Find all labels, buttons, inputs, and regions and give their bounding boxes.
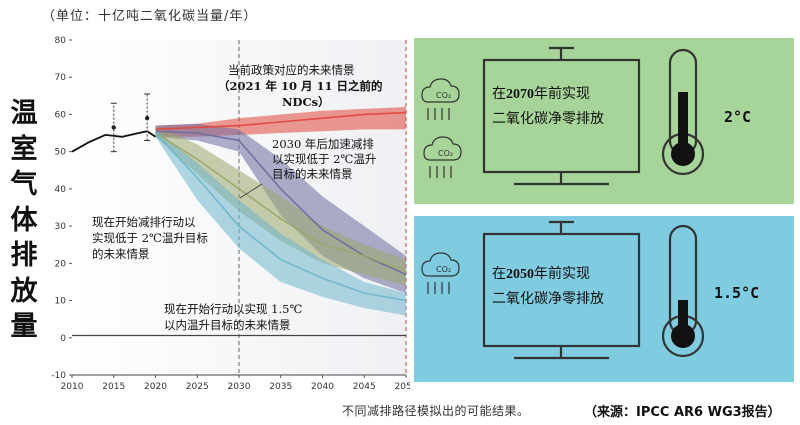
y-tick-label: 70: [55, 73, 67, 83]
annotation-current-policy: （2021 年 10 月 11 日之前的: [218, 79, 383, 93]
annotation-immediate-2c: 现在开始减排行动以: [92, 215, 196, 229]
panel-2c: CO₂ CO₂ 在2070年前实现 二氧化碳净零排放 2°C: [414, 38, 794, 204]
thermometer-icon: [661, 48, 705, 176]
line-immediate_2c: [155, 132, 407, 272]
panel-1-5c-message: 在2050年前实现 二氧化碳净零排放: [492, 266, 604, 307]
y-title-char: 温: [10, 98, 38, 129]
annotation-immediate-1-5c: 现在开始行动以实现 1.5℃: [164, 302, 302, 316]
computer-monitor-icon: [482, 220, 641, 360]
y-title-char: 量: [10, 311, 38, 342]
cloud-co2-icon: [421, 78, 460, 120]
cloud-co2-label: CO₂: [436, 91, 451, 100]
footnote: 不同减排路径模拟出的可能结果。: [342, 404, 530, 418]
y-tick-label: 20: [55, 259, 67, 269]
x-tick-label: 2045: [353, 382, 376, 392]
x-tick-label: 2050: [395, 382, 410, 392]
annotation-pointer: [239, 183, 263, 199]
y-tick-label: 80: [55, 36, 67, 46]
y-title-char: 排: [10, 240, 38, 271]
cloud-co2-label: CO₂: [436, 265, 451, 274]
panel-1-5c-year: 2050: [506, 267, 534, 282]
y-tick-label: 30: [55, 222, 67, 232]
annotation-current-policy: 当前政策对应的未来情景: [228, 63, 355, 77]
temperature-1-5c-label: 1.5°C: [714, 284, 760, 302]
temperature-2c-label: 2°C: [724, 108, 752, 126]
error-bar-point: [144, 115, 150, 121]
cloud-co2-label: CO₂: [438, 149, 453, 158]
cloud-co2-icon: [421, 252, 460, 294]
y-tick-label: 40: [55, 185, 67, 195]
annotation-delayed-2c: 以实现低于 2℃温升: [272, 152, 376, 166]
x-tick-label: 2040: [311, 382, 334, 392]
panel-1-5c: CO₂ 在2050年前实现 二氧化碳净零排放 1.5°C: [414, 216, 794, 382]
thermometer-icon: [661, 224, 705, 358]
annotation-delayed-2c: 目标的未来情景: [272, 167, 353, 181]
y-tick-label: 60: [55, 110, 67, 120]
x-tick-label: 2010: [61, 382, 84, 392]
y-title-char: 气: [10, 169, 38, 200]
x-tick-label: 2020: [144, 382, 167, 392]
panel-2c-message: 在2070年前实现 二氧化碳净零排放: [492, 86, 604, 127]
source-credit: （来源：IPCC AR6 WG3报告）: [584, 405, 781, 420]
y-tick-label: 0: [60, 334, 66, 344]
annotation-current-policy: NDCs）: [282, 95, 330, 109]
y-axis-title: 温 室 气 体 排 放 量: [4, 96, 44, 345]
line-current_policy: [155, 111, 407, 131]
annotation-delayed-2c: 2030 年后加速减排: [272, 137, 374, 151]
annotation-immediate-2c: 的未来情景: [92, 247, 150, 261]
computer-monitor-icon: [482, 46, 641, 186]
x-tick-label: 2035: [269, 382, 292, 392]
y-title-char: 室: [10, 133, 38, 165]
x-tick-label: 2030: [228, 382, 251, 392]
y-tick-label: 50: [55, 148, 67, 158]
annotation-immediate-1-5c: 以内温升目标的未来情景: [164, 318, 291, 332]
band-immediate_2c: [155, 125, 406, 286]
error-bar-point: [111, 125, 116, 130]
y-title-char: 放: [10, 275, 38, 307]
panel-2c-year: 2070: [506, 87, 534, 102]
y-title-char: 体: [10, 204, 38, 236]
y-tick-label: -10: [51, 371, 66, 381]
annotation-immediate-2c: 实现低于 2℃温升目标: [92, 231, 208, 245]
x-tick-label: 2015: [102, 382, 125, 392]
line-immediate_1_5c: [154, 132, 407, 302]
x-tick-label: 2025: [186, 382, 209, 392]
cloud-co2-icon: [423, 136, 462, 178]
unit-label: （单位：十亿吨二氧化碳当量/年）: [42, 9, 258, 24]
y-tick-label: 10: [55, 297, 67, 307]
